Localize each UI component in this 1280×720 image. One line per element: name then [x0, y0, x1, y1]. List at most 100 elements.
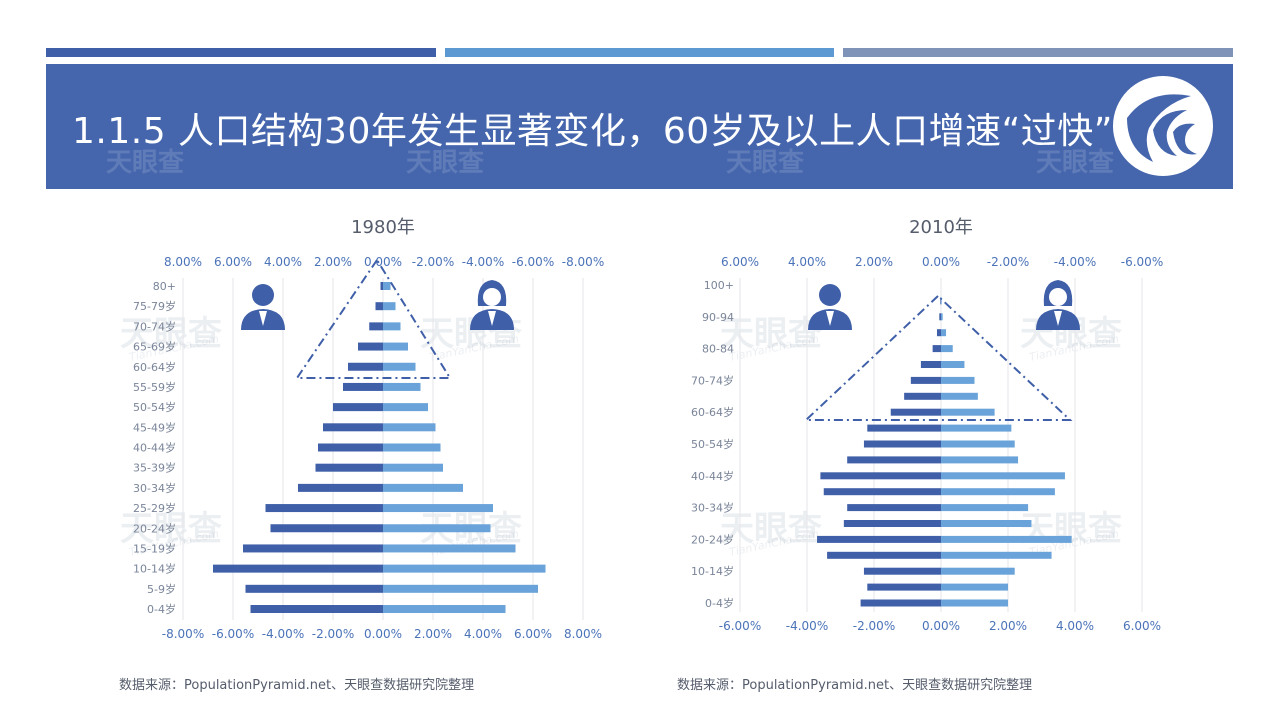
top-tick-label: -2.00% — [412, 255, 454, 269]
female-bar — [941, 456, 1019, 464]
top-tick-label: -6.00% — [1121, 255, 1163, 269]
male-bar — [939, 313, 941, 321]
age-label: 90-94 — [702, 311, 734, 324]
banner-watermark: 天眼查 — [726, 148, 805, 178]
top-tick-label: -8.00% — [562, 255, 604, 269]
male-bar — [863, 567, 941, 575]
male-icon-collar — [259, 311, 267, 326]
female-bar — [383, 423, 436, 432]
female-icon-collar — [1054, 311, 1062, 326]
female-icon-collar — [488, 311, 496, 326]
bottom-tick-label: 0.00% — [364, 627, 402, 641]
age-label: 40-44岁 — [691, 469, 734, 483]
female-bar — [383, 483, 463, 492]
bottom-tick-label: 2.00% — [989, 619, 1027, 633]
bottom-tick-label: 6.00% — [1123, 619, 1161, 633]
elderly-highlight-triangle — [803, 294, 1073, 421]
age-label: 75-79岁 — [133, 299, 176, 313]
male-bar — [932, 345, 941, 353]
female-icon-face — [1049, 288, 1067, 306]
top-tick-label: 6.00% — [721, 255, 759, 269]
page-title: 1.1.5 人口结构30年发生显著变化，60岁及以上人口增速“过快” — [72, 111, 1113, 152]
male-bar — [843, 520, 941, 527]
female-bar — [383, 605, 506, 613]
male-bar — [318, 443, 383, 452]
age-label: 65-69岁 — [133, 340, 176, 354]
male-bar — [250, 605, 383, 613]
bottom-tick-label: -8.00% — [162, 627, 204, 641]
female-bar — [941, 472, 1065, 480]
male-bar — [936, 329, 941, 337]
female-bar — [941, 392, 978, 400]
male-icon-head — [252, 284, 274, 306]
top-tick-label: 0.00% — [922, 255, 960, 269]
male-bar — [243, 544, 383, 553]
bottom-tick-label: 4.00% — [1056, 619, 1094, 633]
source-note-2010: 数据来源：PopulationPyramid.net、天眼查数据研究院整理 — [677, 678, 1033, 693]
top-tick-label: 8.00% — [164, 255, 202, 269]
male-bar — [920, 361, 941, 368]
male-bar — [910, 376, 941, 384]
male-bar — [333, 403, 383, 412]
bottom-tick-label: -2.00% — [312, 627, 354, 641]
age-label: 80-84 — [702, 343, 734, 356]
age-label: 35-39岁 — [133, 461, 176, 475]
top-tick-label: 0.00% — [364, 255, 402, 269]
bottom-tick-label: -4.00% — [262, 627, 304, 641]
male-bar — [890, 408, 941, 416]
bottom-tick-label: -2.00% — [853, 619, 895, 633]
age-label: 70-74岁 — [133, 319, 176, 333]
chart-title: 2010年 — [909, 217, 973, 238]
female-bar — [941, 599, 1008, 607]
female-bar — [941, 567, 1015, 575]
female-icon-face — [483, 288, 501, 306]
chart-watermark: 天眼查 — [720, 509, 822, 549]
bottom-tick-label: -6.00% — [212, 627, 254, 641]
male-bar — [867, 583, 941, 591]
male-bar — [265, 504, 383, 513]
top-tick-label: 4.00% — [264, 255, 302, 269]
male-bar — [358, 342, 383, 351]
title-banner: 天眼查 天眼查 天眼查 天眼查 1.1.5 人口结构30年发生显著变化，60岁及… — [46, 64, 1233, 189]
male-bar — [380, 282, 383, 290]
elderly-highlight-triangle — [295, 258, 452, 379]
female-bar — [941, 583, 1008, 591]
age-label: 30-34岁 — [133, 481, 176, 495]
top-tick-label: -4.00% — [462, 255, 504, 269]
top-tick-label: -2.00% — [987, 255, 1029, 269]
female-bar — [383, 584, 538, 593]
male-bar — [827, 551, 941, 559]
female-bar — [941, 408, 995, 416]
source-note-1980: 数据来源：PopulationPyramid.net、天眼查数据研究院整理 — [119, 678, 475, 693]
male-bar — [823, 488, 941, 496]
age-label: 0-4岁 — [705, 596, 734, 610]
male-bar — [820, 472, 941, 480]
top-tick-label: 2.00% — [314, 255, 352, 269]
male-bar — [863, 440, 941, 448]
female-bar — [383, 564, 546, 573]
male-bar — [847, 456, 941, 464]
chart-watermark: 天眼查 — [720, 314, 822, 354]
male-icon — [241, 284, 285, 330]
age-label: 10-14岁 — [691, 564, 734, 578]
female-bar — [941, 329, 947, 337]
age-label: 10-14岁 — [133, 562, 176, 576]
top-accent-bar-1 — [46, 48, 436, 57]
male-bar — [847, 504, 941, 512]
female-bar — [941, 488, 1055, 496]
female-bar — [941, 313, 943, 321]
chart-watermark: 天眼查 — [120, 314, 222, 354]
male-bar — [348, 362, 383, 371]
female-bar — [383, 302, 396, 311]
age-label: 40-44岁 — [133, 441, 176, 455]
age-label: 45-49岁 — [133, 420, 176, 434]
male-bar — [245, 584, 383, 593]
age-label: 50-54岁 — [691, 437, 734, 451]
bottom-tick-label: -4.00% — [786, 619, 828, 633]
male-icon-collar — [826, 311, 834, 326]
male-bar — [323, 423, 383, 432]
banner-watermark: 天眼查 — [106, 148, 185, 178]
male-bar — [315, 463, 383, 472]
